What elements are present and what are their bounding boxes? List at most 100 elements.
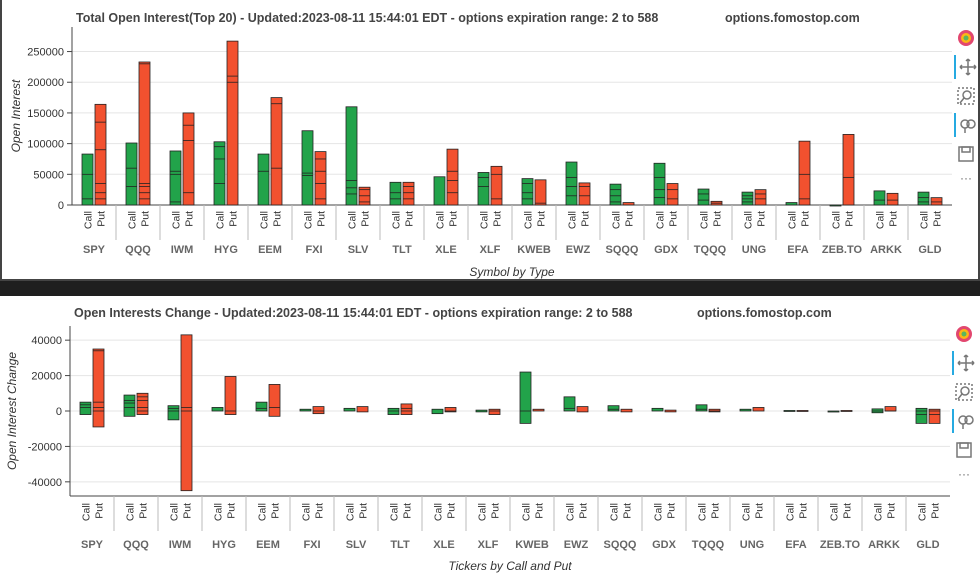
wheel-zoom-icon[interactable] [952,409,978,433]
call-bar-FXI [299,408,312,412]
call-type-label: Call [521,503,533,521]
put-bar-EWZ [578,182,591,206]
put-type-label: Put [360,211,372,227]
put-type-label: Put [930,503,942,519]
panel-divider [0,281,980,296]
call-bar-SQQQ [609,183,622,206]
put-bar-QQQ [138,61,151,206]
call-type-label: Call [829,503,841,521]
call-bar-QQQ [123,394,136,417]
pan-tool-icon[interactable] [952,351,978,375]
call-type-label: Call [875,211,887,229]
put-type-label: Put [140,211,152,227]
call-bar-XLF [475,409,488,413]
put-bar-HYG [224,376,237,415]
category-label: XLF [480,244,501,256]
put-type-label: Put [580,211,592,227]
category-label: UNG [740,539,764,551]
put-type-label: Put [182,503,194,519]
put-type-label: Put [888,211,900,227]
call-type-label: Call [171,211,183,229]
y-tick-label: 0 [56,406,62,418]
call-bar-ARKK [873,190,886,206]
call-bar-SPY [81,153,94,206]
category-label: EWZ [564,539,589,551]
call-bar-HYG [213,141,226,206]
put-bar-TQQQ [708,408,721,413]
call-bar-KWEB [519,371,532,424]
chart-site: options.fomostop.com [697,306,832,320]
y-tick-label: -20000 [28,441,62,453]
call-bar-TQQQ [695,404,708,412]
category-label: SQQQ [603,539,636,551]
put-type-label: Put [492,211,504,227]
call-type-label: Call [215,211,227,229]
put-type-label: Put [272,211,284,227]
open-interest-panel: Total Open Interest(Top 20) - Updated:20… [0,0,980,281]
put-type-label: Put [578,503,590,519]
put-type-label: Put [314,503,326,519]
save-icon[interactable] [954,142,978,166]
put-type-label: Put [184,211,196,227]
category-label: XLE [433,539,454,551]
category-label: ZEB.TO [820,539,861,551]
category-label: SLV [348,244,369,256]
more-tools-icon[interactable]: ··· [958,467,970,481]
category-label: FXI [303,539,320,551]
put-type-label: Put [842,503,854,519]
call-type-label: Call [347,211,359,229]
category-label: TQQQ [692,539,725,551]
call-bar-SPY [79,401,92,415]
call-bar-GDX [651,407,664,412]
call-type-label: Call [389,503,401,521]
category-label: XLF [478,539,499,551]
put-type-label: Put [446,503,458,519]
category-label: XLE [435,244,456,256]
category-label: QQQ [123,539,149,551]
put-bar-UNG [754,189,767,206]
call-type-label: Call [391,211,403,229]
put-bar-EEM [268,384,281,417]
wheel-zoom-icon[interactable] [954,113,980,137]
call-bar-GLD [915,407,928,424]
call-type-label: Call [565,503,577,521]
bokeh-logo-icon[interactable] [954,26,978,50]
call-type-label: Call [433,503,445,521]
box-zoom-icon[interactable] [954,84,978,108]
put-type-label: Put [624,211,636,227]
call-bar-ZEB.TO [827,410,840,413]
y-tick-label: 100000 [27,139,64,151]
put-bar-QQQ [136,392,149,415]
category-label: IWM [169,539,192,551]
put-bar-XLE [446,148,459,206]
put-bar-SLV [356,406,369,413]
save-icon[interactable] [952,438,976,462]
put-bar-ZEB.TO [842,134,855,206]
call-type-label: Call [213,503,225,521]
y-axis-label: Open Interest Change [5,352,19,470]
chart-title: Open Interests Change - Updated:2023-08-… [74,306,633,320]
put-type-label: Put [756,211,768,227]
pan-tool-icon[interactable] [954,55,980,79]
call-bar-EEM [257,153,270,206]
put-bar-GDX [666,183,679,206]
category-label: SPY [83,244,106,256]
call-type-label: Call [479,211,491,229]
call-type-label: Call [609,503,621,521]
put-type-label: Put [270,503,282,519]
bokeh-logo-icon[interactable] [952,322,976,346]
call-bar-SLV [345,106,358,206]
box-zoom-icon[interactable] [952,380,976,404]
more-tools-icon[interactable]: ··· [960,171,972,185]
category-label: GLD [918,244,941,256]
call-type-label: Call [655,211,667,229]
put-bar-HYG [226,40,239,206]
put-type-label: Put [886,503,898,519]
call-type-label: Call [567,211,579,229]
category-label: ZEB.TO [822,244,863,256]
put-bar-KWEB [532,408,545,412]
call-bar-EWZ [565,161,578,206]
category-label: UNG [742,244,766,256]
x-axis-label: Symbol by Type [469,265,554,279]
call-type-label: Call [699,211,711,229]
